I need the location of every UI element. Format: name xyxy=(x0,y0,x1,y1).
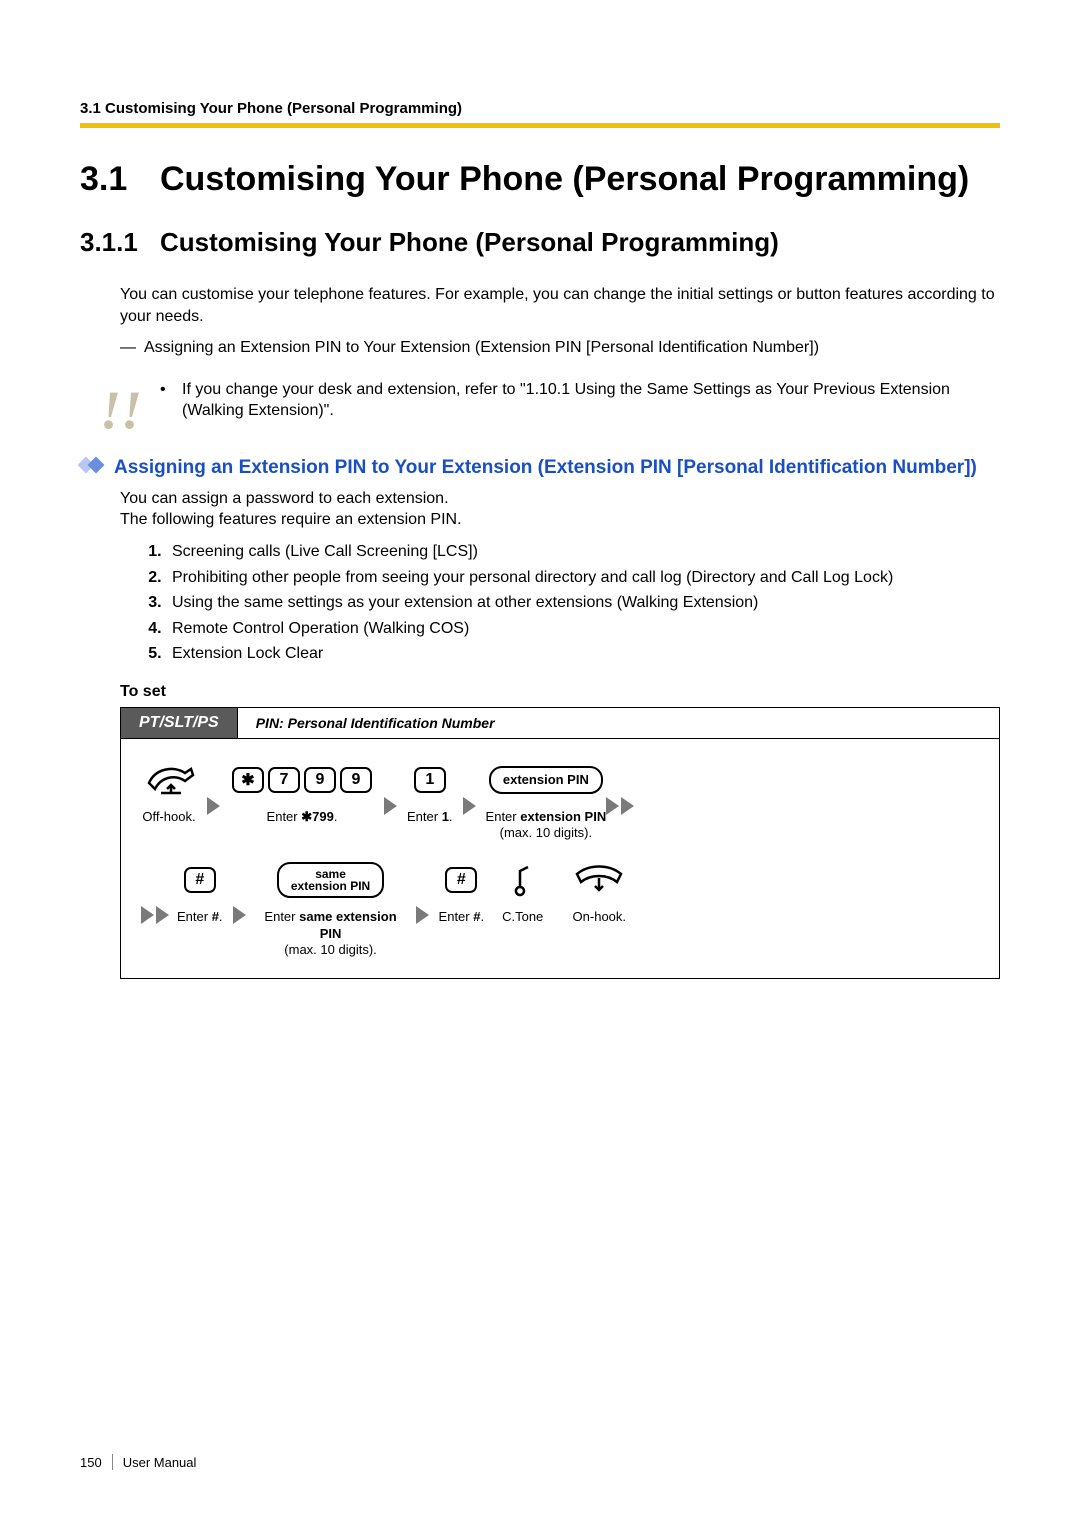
double-arrow-icon xyxy=(141,906,171,924)
offhook-label: Off-hook. xyxy=(142,809,195,825)
arrow-icon xyxy=(463,797,476,815)
list-item: Extension Lock Clear xyxy=(166,643,1000,665)
offhook-icon xyxy=(141,759,197,801)
footer-label: User Manual xyxy=(123,1455,197,1470)
step-hash-2: # Enter #. xyxy=(439,861,485,925)
step-onhook: On-hook. xyxy=(569,861,629,925)
dash-text: Assigning an Extension PIN to Your Exten… xyxy=(144,337,819,359)
hash-1-label: Enter #. xyxy=(177,909,223,925)
feature-body: You can assign a password to each extens… xyxy=(120,488,1000,531)
step-offhook: Off-hook. xyxy=(141,761,197,825)
procedure-box: PT/SLT/PS PIN: Personal Identification N… xyxy=(120,707,1000,979)
enter-1-label: Enter 1. xyxy=(407,809,453,825)
footer-divider xyxy=(112,1454,113,1470)
same-ext-pin-label: Enter same extension PIN (max. 10 digits… xyxy=(256,909,406,958)
ext-pin-label: Enter extension PIN (max. 10 digits). xyxy=(486,809,607,842)
heading-1-text: Customising Your Phone (Personal Program… xyxy=(160,160,969,199)
list-item: Prohibiting other people from seeing you… xyxy=(166,567,1000,589)
diamond-icon xyxy=(80,458,110,472)
feature-body-line-2: The following features require an extens… xyxy=(120,509,1000,531)
attention-icon: !! xyxy=(100,379,160,432)
note-block: !! • If you change your desk and extensi… xyxy=(100,379,1000,432)
feature-list: Screening calls (Live Call Screening [LC… xyxy=(148,541,1000,665)
step-enter-799: ✱ 7 9 9 Enter ✱799. xyxy=(230,761,374,825)
page-number: 150 xyxy=(80,1455,112,1470)
heading-1: 3.1 Customising Your Phone (Personal Pro… xyxy=(80,160,1000,199)
list-item: Remote Control Operation (Walking COS) xyxy=(166,618,1000,640)
bullet-icon: • xyxy=(160,379,182,422)
list-item: Screening calls (Live Call Screening [LC… xyxy=(166,541,1000,563)
arrow-icon xyxy=(384,797,397,815)
key-7: 7 xyxy=(268,767,300,793)
list-item: Using the same settings as your extensio… xyxy=(166,592,1000,614)
key-same-extension-pin: same extension PIN xyxy=(277,862,384,898)
double-arrow-icon xyxy=(606,797,636,815)
step-ext-pin: extension PIN Enter extension PIN (max. … xyxy=(486,761,607,842)
procedure-tab: PT/SLT/PS xyxy=(121,708,238,738)
step-same-ext-pin: same extension PIN Enter same extension … xyxy=(256,861,406,958)
to-set-label: To set xyxy=(120,683,1000,701)
arrow-icon xyxy=(233,906,246,924)
procedure-caption: PIN: Personal Identification Number xyxy=(238,715,495,731)
key-hash: # xyxy=(184,867,216,893)
tone-icon xyxy=(510,863,536,897)
step-hash-1: # Enter #. xyxy=(177,861,223,925)
feature-body-line-1: You can assign a password to each extens… xyxy=(120,488,1000,510)
step-ctone: C.Tone xyxy=(502,861,543,925)
heading-2-text: Customising Your Phone (Personal Program… xyxy=(160,227,779,258)
key-9: 9 xyxy=(340,767,372,793)
heading-2: 3.1.1 Customising Your Phone (Personal P… xyxy=(80,227,1000,258)
heading-2-number: 3.1.1 xyxy=(80,227,160,258)
dash-list-item: — Assigning an Extension PIN to Your Ext… xyxy=(120,337,1000,359)
arrow-icon xyxy=(416,906,429,924)
onhook-label: On-hook. xyxy=(573,909,626,925)
step-enter-1: 1 Enter 1. xyxy=(407,761,453,825)
key-extension-pin: extension PIN xyxy=(489,766,603,794)
running-header: 3.1 Customising Your Phone (Personal Pro… xyxy=(80,100,1000,117)
feature-heading-text: Assigning an Extension PIN to Your Exten… xyxy=(114,457,977,478)
onhook-icon xyxy=(569,860,629,900)
key-hash: # xyxy=(445,867,477,893)
ctone-label: C.Tone xyxy=(502,909,543,925)
header-rule xyxy=(80,123,1000,128)
hash-2-label: Enter #. xyxy=(439,909,485,925)
page-footer: 150 User Manual xyxy=(80,1454,196,1470)
heading-1-number: 3.1 xyxy=(80,160,160,199)
procedure-header: PT/SLT/PS PIN: Personal Identification N… xyxy=(121,708,999,739)
procedure-row-1: Off-hook. ✱ 7 9 9 Enter ✱799. xyxy=(141,761,979,842)
dash-marker: — xyxy=(120,337,144,359)
key-star: ✱ xyxy=(232,767,264,793)
note-text: If you change your desk and extension, r… xyxy=(182,379,1000,422)
enter-799-label: Enter ✱799. xyxy=(267,809,338,825)
key-9: 9 xyxy=(304,767,336,793)
key-1: 1 xyxy=(414,767,446,793)
feature-heading: Assigning an Extension PIN to Your Exten… xyxy=(80,456,1000,480)
procedure-row-2: # Enter #. same extension PIN xyxy=(141,861,979,958)
intro-paragraph: You can customise your telephone feature… xyxy=(120,284,1000,327)
arrow-icon xyxy=(207,797,220,815)
